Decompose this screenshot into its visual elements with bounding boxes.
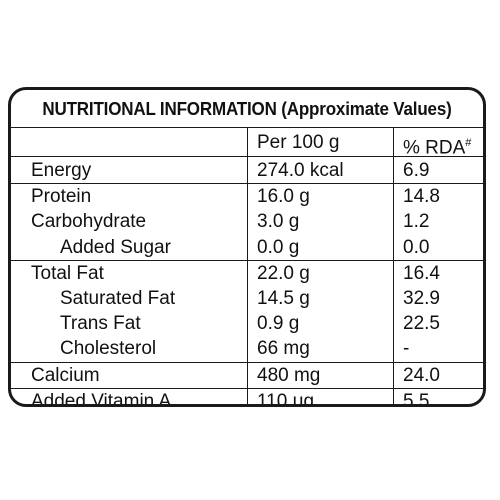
rda-value: 14.8	[403, 186, 440, 208]
rda-value: 6.9	[403, 160, 430, 181]
table-row: Carbohydrate 3.0 g 1.2	[11, 209, 483, 234]
per-100g-value: 14.5 g	[257, 287, 310, 309]
table-row: Cholesterol 66 mg -	[11, 336, 483, 361]
nutrient-name: Added Vitamin A	[31, 390, 172, 407]
nutrient-name: Calcium	[31, 364, 100, 386]
table-row: Trans Fat 0.9 g 22.5	[11, 311, 483, 336]
table-row: Total Fat 22.0 g 16.4	[11, 259, 483, 286]
rda-value: 0.0	[403, 236, 430, 258]
rda-value: 1.2	[403, 211, 430, 233]
nutrient-name: Protein	[31, 186, 92, 208]
per-100g-value: 110 μg	[257, 390, 315, 407]
rda-value: 24.0	[403, 364, 440, 386]
rda-label: % RDA	[403, 137, 466, 159]
nutrition-panel: NUTRITIONAL INFORMATION (Approximate Val…	[8, 87, 486, 407]
column-header-rda: % RDA#	[403, 130, 472, 159]
per-100g-value: 16.0 g	[257, 186, 310, 208]
nutrient-rows: Energy 274.0 kcal 6.9 Protein 16.0 g 14.8 Carb…	[11, 158, 483, 407]
panel-title: NUTRITIONAL INFORMATION (Approximate Val…	[42, 98, 452, 119]
per-100g-value: 22.0 g	[257, 262, 310, 284]
table-row: Added Vitamin A 110 μg 5.5	[11, 387, 483, 407]
rda-footnote-mark: #	[465, 137, 472, 149]
column-divider-1	[247, 128, 248, 404]
rda-value: -	[403, 338, 410, 360]
rda-value: 5.5	[403, 390, 430, 407]
nutrient-name: Trans Fat	[60, 313, 141, 335]
per-100g-value: 0.0 g	[257, 236, 300, 258]
table-row: Saturated Fat 14.5 g 32.9	[11, 286, 483, 311]
per-100g-value: 0.9 g	[257, 313, 300, 335]
nutrient-name: Total Fat	[31, 262, 104, 284]
title-divider	[11, 127, 483, 128]
per-100g-value: 3.0 g	[257, 211, 300, 233]
table-row: Added Sugar 0.0 g 0.0	[11, 235, 483, 260]
table-row: Calcium 480 mg 24.0	[11, 361, 483, 388]
nutrient-name: Energy	[31, 160, 92, 181]
per-100g-value: 66 mg	[257, 338, 310, 360]
nutrient-name: Carbohydrate	[31, 211, 147, 233]
nutrient-name: Saturated Fat	[60, 287, 176, 309]
nutrient-name: Cholesterol	[60, 338, 157, 360]
column-header-per-100g: Per 100 g	[257, 132, 340, 153]
column-divider-2	[393, 128, 394, 404]
table-row: Energy 274.0 kcal 6.9	[11, 158, 483, 183]
rda-value: 32.9	[403, 287, 440, 309]
nutrient-name: Added Sugar	[60, 236, 171, 258]
per-100g-value: 274.0 kcal	[257, 160, 344, 181]
table-row: Protein 16.0 g 14.8	[11, 183, 483, 209]
per-100g-value: 480 mg	[257, 364, 321, 386]
rda-value: 22.5	[403, 313, 440, 335]
rda-value: 16.4	[403, 262, 440, 284]
